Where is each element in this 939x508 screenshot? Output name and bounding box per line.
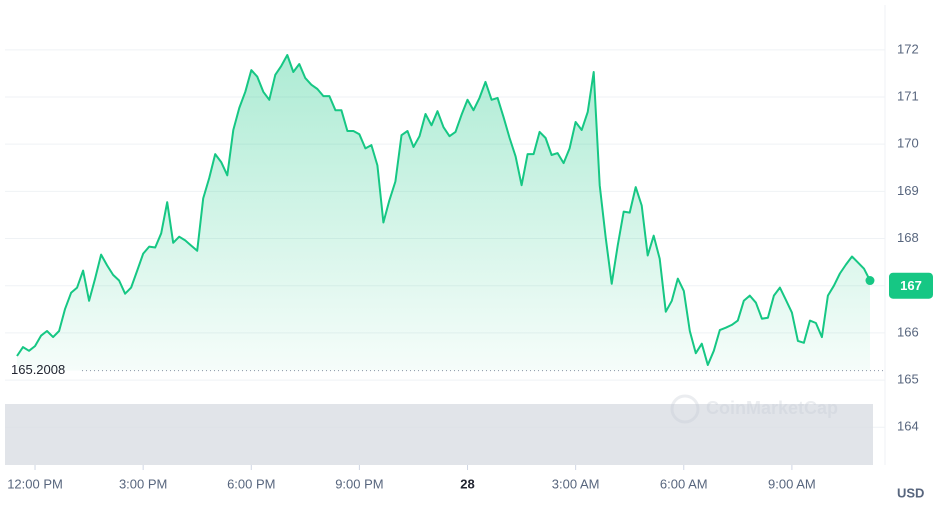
watermark: CoinMarketCap [670, 394, 838, 424]
y-tick-label: 168 [897, 230, 919, 245]
y-tick-label: 172 [897, 41, 919, 56]
volume-band [5, 404, 873, 465]
x-tick-label: 9:00 AM [768, 476, 816, 491]
y-tick-label: 169 [897, 183, 919, 198]
x-tick-label: 6:00 AM [660, 476, 708, 491]
y-tick-label: 165 [897, 372, 919, 387]
reference-label: 165.2008 [11, 362, 65, 377]
x-tick-label: 6:00 PM [227, 476, 275, 491]
current-price-badge [889, 272, 933, 299]
unit-label: USD [897, 485, 924, 500]
current-price-label: 167 [900, 278, 922, 293]
x-tick-label: 28 [460, 476, 474, 491]
x-tick-label: 3:00 AM [552, 476, 600, 491]
x-tick-label: 9:00 PM [335, 476, 383, 491]
price-area [17, 55, 870, 371]
price-line [16, 54, 871, 366]
y-tick-label: 164 [897, 419, 919, 434]
last-point [865, 276, 875, 286]
y-tick-label: 170 [897, 136, 919, 151]
x-tick-label: 12:00 PM [7, 476, 63, 491]
x-tick-label: 3:00 PM [119, 476, 167, 491]
y-tick-label: 166 [897, 324, 919, 339]
watermark-text: CoinMarketCap [706, 398, 838, 418]
y-tick-label: 171 [897, 88, 919, 103]
